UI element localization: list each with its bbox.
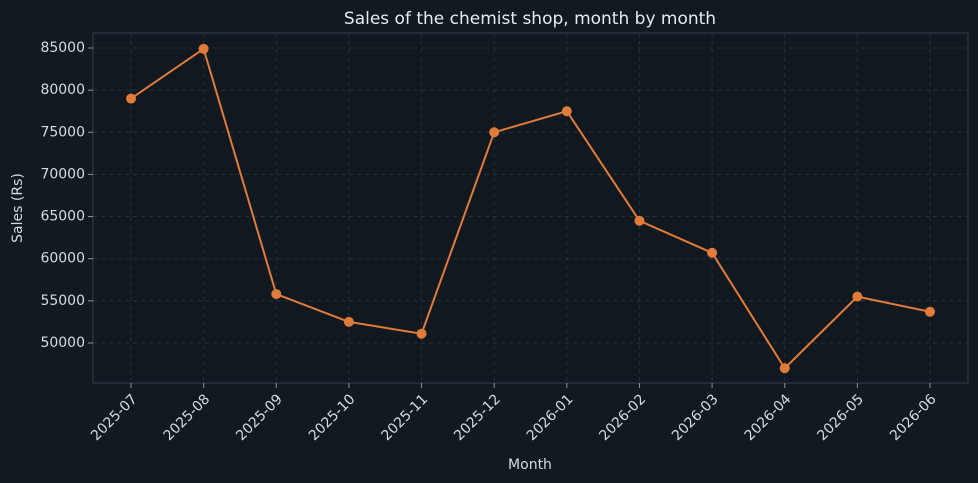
point xyxy=(634,215,645,226)
chart-title: Sales of the chemist shop, month by mont… xyxy=(344,9,716,29)
y-tick-label: 65000 xyxy=(40,209,85,225)
y-tick-label: 60000 xyxy=(40,251,85,267)
y-tick-label: 70000 xyxy=(40,166,85,182)
y-tick-label: 85000 xyxy=(40,40,85,56)
point xyxy=(779,363,790,374)
point xyxy=(271,289,282,300)
y-tick-label: 55000 xyxy=(40,293,85,309)
line xyxy=(130,47,931,370)
point xyxy=(925,306,935,317)
point xyxy=(343,316,354,327)
y-tick-label: 50000 xyxy=(40,335,85,351)
point xyxy=(416,328,427,339)
y-tick-label: 80000 xyxy=(40,82,85,98)
y-axis-label: Sales (Rs) xyxy=(10,173,26,243)
point xyxy=(198,43,209,54)
point xyxy=(561,106,572,117)
x-axis-label: Month xyxy=(508,457,552,473)
point xyxy=(852,291,863,302)
point xyxy=(126,93,136,104)
point xyxy=(489,127,500,138)
point xyxy=(707,247,718,258)
plot-area xyxy=(92,32,969,384)
y-tick-label: 75000 xyxy=(40,124,85,140)
